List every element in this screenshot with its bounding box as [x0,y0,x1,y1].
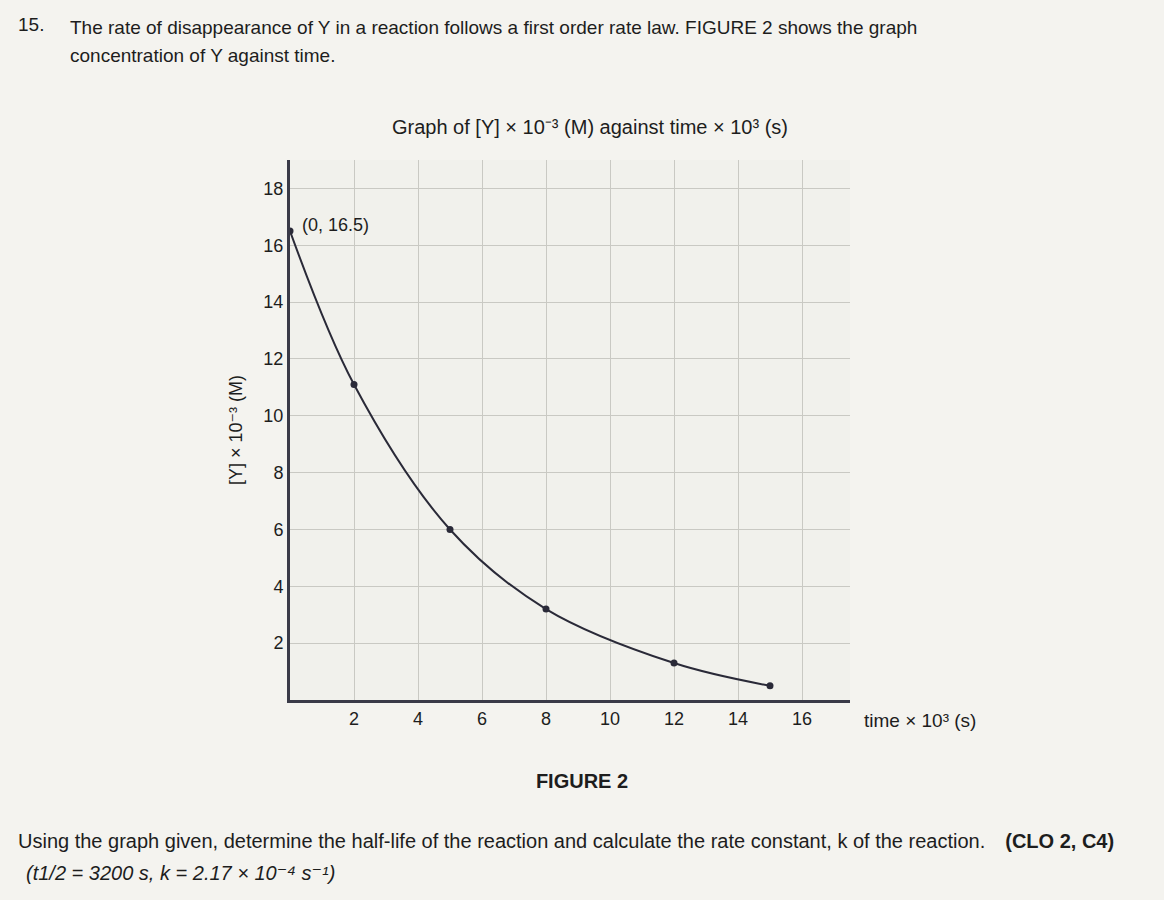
html-text:The rate of disappearance of Y: The rate of disappearance of Y in a reac… [70,17,918,38]
svg-text:4: 4 [413,709,423,729]
svg-text:12: 12 [664,709,684,729]
svg-text:time × 10³ (s): time × 10³ (s) [864,710,976,731]
html-text:(t1/2 = 3200 s, k = 2.17 × 10⁻: (t1/2 = 3200 s, k = 2.17 × 10⁻⁴ s⁻¹) [26,862,336,884]
svg-text:Graph of [Y] × 10⁻³ (M) agains: Graph of [Y] × 10⁻³ (M) against time × 1… [392,116,788,138]
svg-text:2: 2 [349,709,359,729]
svg-text:8: 8 [273,463,283,483]
html-text:Using the graph given, determi: Using the graph given, determine the hal… [18,830,986,852]
svg-text:4: 4 [273,577,283,597]
svg-text:[Y] × 10⁻³ (M): [Y] × 10⁻³ (M) [226,375,246,485]
svg-text:8: 8 [541,709,551,729]
html-text:(CLO 2, C4): (CLO 2, C4) [1005,830,1115,852]
svg-text:16: 16 [263,236,283,256]
svg-text:6: 6 [273,520,283,540]
svg-text:10: 10 [263,406,283,426]
svg-text:14: 14 [728,709,748,729]
svg-text:(0, 16.5): (0, 16.5) [302,215,369,235]
svg-text:14: 14 [263,292,283,312]
html-text:15.: 15. [18,14,45,35]
svg-text:2: 2 [273,633,283,653]
svg-text:16: 16 [792,709,812,729]
svg-text:10: 10 [600,709,620,729]
svg-text:6: 6 [477,709,487,729]
html-text:concentration of Y against tim: concentration of Y against time. [70,45,336,66]
svg-text:18: 18 [263,179,283,199]
html-text:FIGURE 2: FIGURE 2 [535,770,629,792]
svg-text:12: 12 [263,349,283,369]
